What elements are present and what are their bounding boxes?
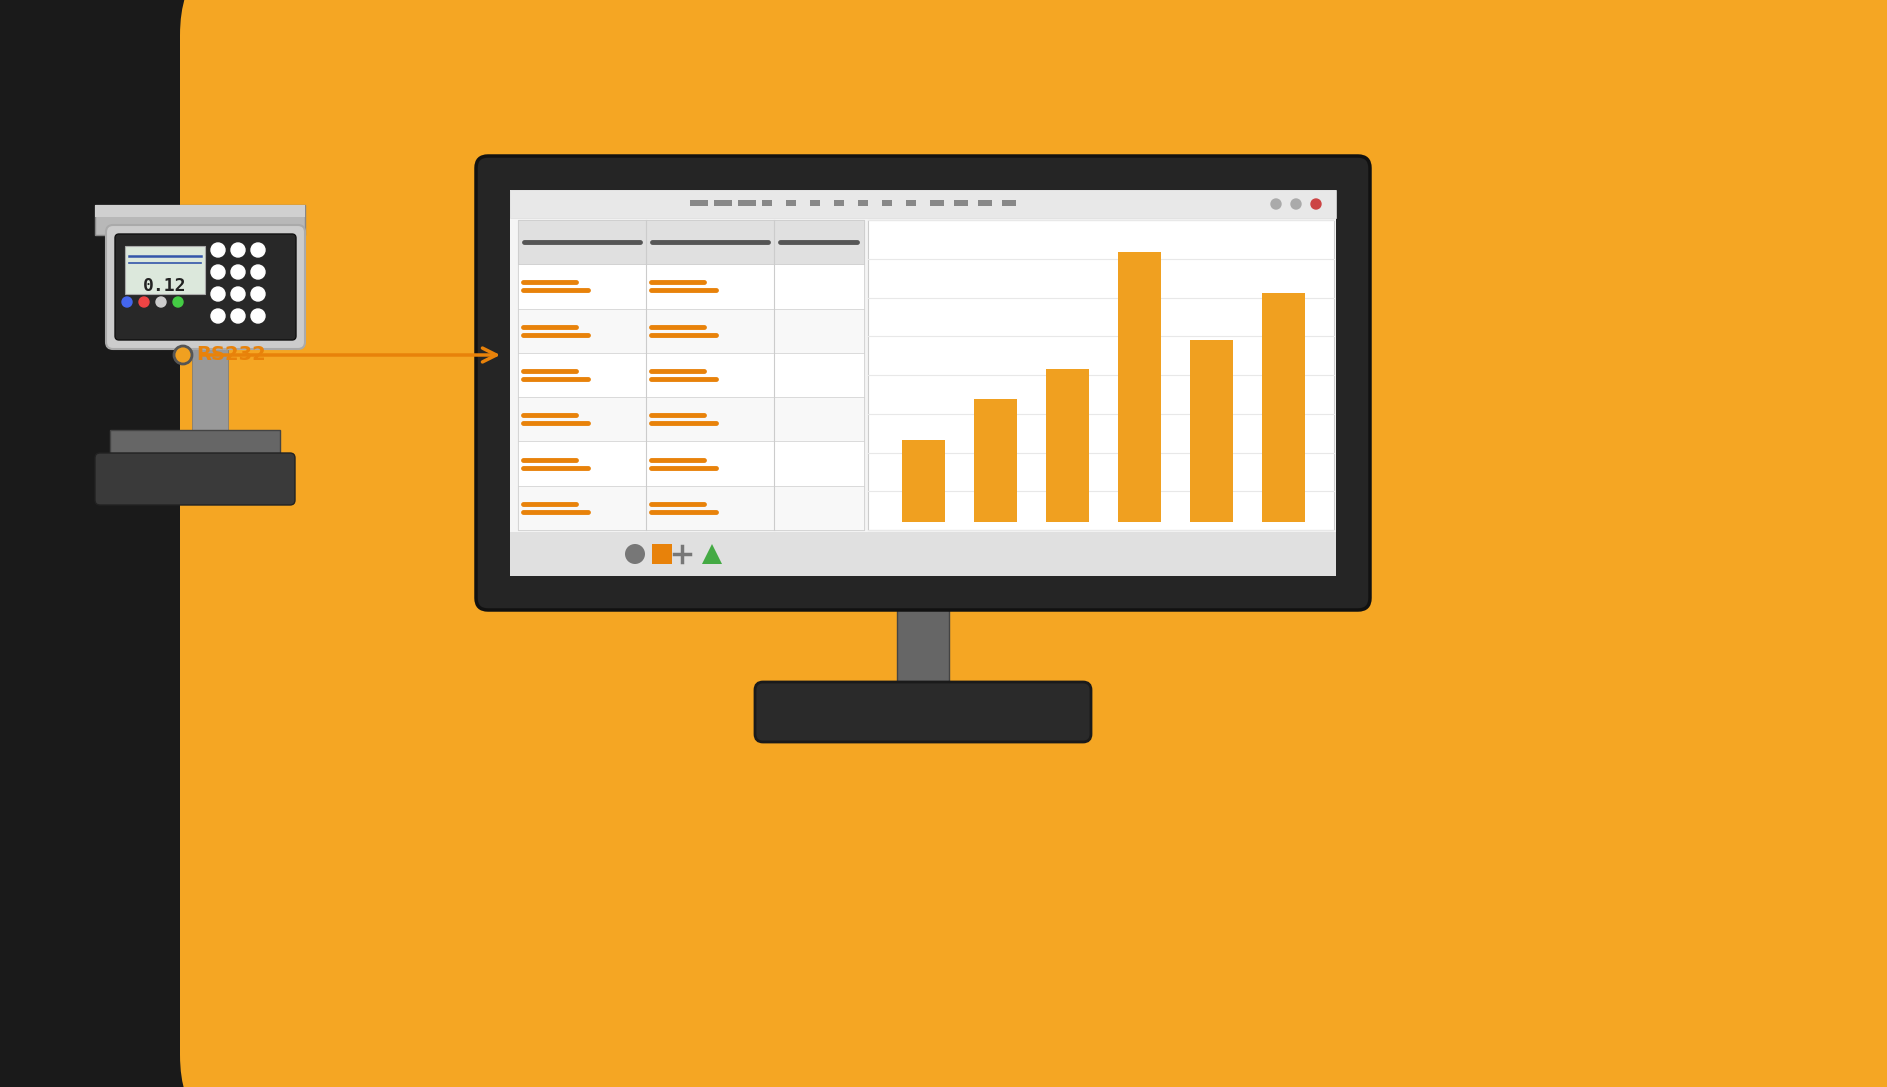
Bar: [906, 200, 915, 207]
Bar: [192, 342, 228, 430]
Bar: [519, 486, 864, 530]
Bar: [762, 200, 772, 207]
Text: 0.12: 0.12: [143, 277, 187, 295]
Bar: [519, 264, 864, 309]
Bar: [859, 200, 868, 207]
Circle shape: [251, 243, 264, 257]
Circle shape: [1311, 199, 1321, 209]
Bar: [1262, 292, 1304, 522]
Circle shape: [211, 243, 225, 257]
Bar: [109, 430, 279, 458]
Circle shape: [174, 297, 183, 307]
Bar: [1045, 370, 1089, 522]
Bar: [509, 190, 1336, 532]
Bar: [974, 399, 1017, 522]
Bar: [977, 200, 993, 207]
Bar: [94, 205, 306, 235]
Circle shape: [211, 265, 225, 279]
Circle shape: [174, 346, 192, 364]
Bar: [691, 200, 708, 207]
Bar: [519, 220, 864, 530]
FancyBboxPatch shape: [179, 0, 1887, 1087]
Text: RS232: RS232: [196, 346, 266, 364]
Bar: [519, 220, 864, 264]
Circle shape: [140, 297, 149, 307]
Bar: [955, 200, 968, 207]
Bar: [94, 205, 306, 217]
Bar: [519, 441, 864, 486]
FancyBboxPatch shape: [476, 157, 1370, 610]
FancyBboxPatch shape: [755, 682, 1091, 742]
Bar: [902, 439, 945, 522]
Bar: [653, 544, 672, 564]
Bar: [509, 532, 1336, 576]
Bar: [519, 309, 864, 353]
Bar: [896, 598, 949, 690]
Bar: [881, 200, 893, 207]
Circle shape: [230, 287, 245, 301]
Bar: [738, 200, 757, 207]
FancyBboxPatch shape: [115, 234, 296, 340]
Bar: [509, 190, 1336, 576]
Circle shape: [230, 309, 245, 323]
FancyBboxPatch shape: [106, 225, 306, 349]
Circle shape: [123, 297, 132, 307]
Bar: [509, 190, 1336, 218]
Bar: [834, 200, 843, 207]
Bar: [868, 220, 1334, 530]
Bar: [787, 200, 796, 207]
Circle shape: [625, 544, 645, 564]
Bar: [810, 200, 821, 207]
Circle shape: [157, 297, 166, 307]
Bar: [519, 353, 864, 397]
Circle shape: [1272, 199, 1281, 209]
Bar: [1189, 340, 1232, 522]
Bar: [0, 0, 270, 1087]
Circle shape: [251, 265, 264, 279]
Circle shape: [230, 243, 245, 257]
Bar: [713, 200, 732, 207]
Circle shape: [211, 309, 225, 323]
Circle shape: [251, 287, 264, 301]
Circle shape: [251, 309, 264, 323]
Bar: [519, 397, 864, 441]
Circle shape: [211, 287, 225, 301]
Bar: [1002, 200, 1015, 207]
Bar: [1117, 251, 1161, 522]
Circle shape: [230, 265, 245, 279]
Circle shape: [1291, 199, 1300, 209]
Bar: [930, 200, 944, 207]
FancyBboxPatch shape: [94, 453, 294, 505]
Bar: [125, 246, 206, 293]
Polygon shape: [702, 544, 723, 564]
